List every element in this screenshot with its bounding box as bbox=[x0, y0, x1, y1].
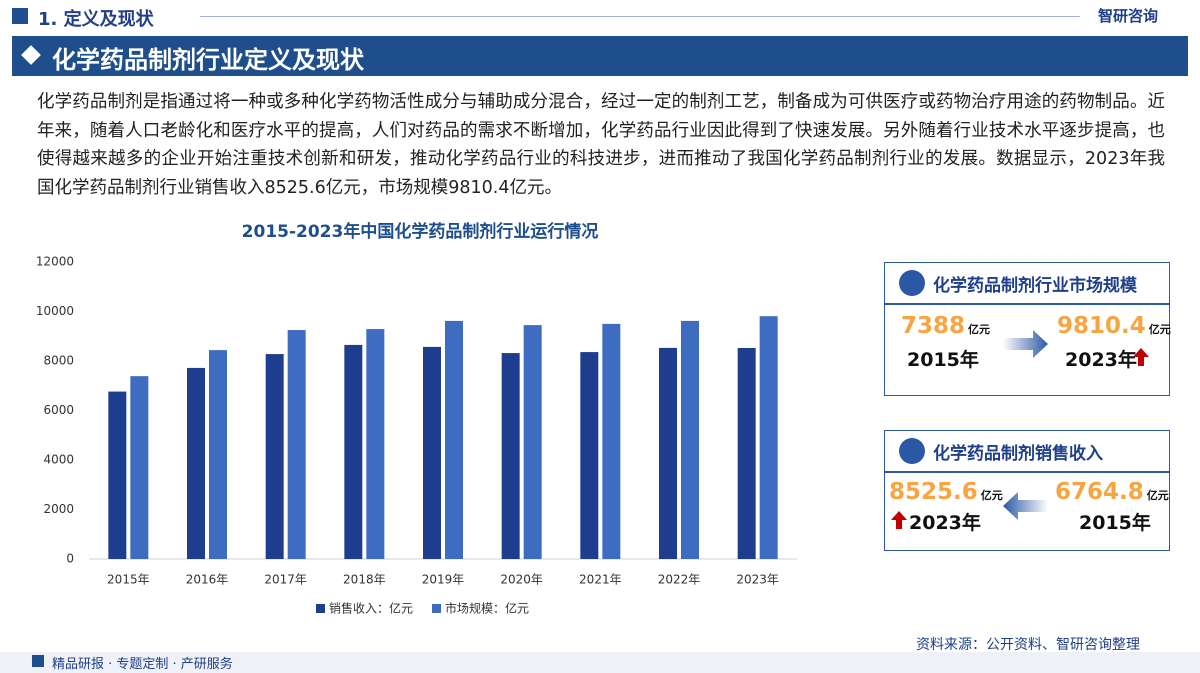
legend-label: 市场规模：亿元 bbox=[445, 601, 529, 616]
logo: 智研咨询 bbox=[1098, 7, 1159, 25]
legend-swatch bbox=[432, 604, 442, 613]
bar bbox=[265, 354, 284, 559]
source: 资料来源：公开资料、智研咨询整理 bbox=[916, 637, 1140, 653]
legend-swatch bbox=[316, 604, 325, 613]
y-tick-label: 4000 bbox=[43, 453, 74, 467]
bar bbox=[187, 367, 205, 559]
value: 8525.6 bbox=[889, 479, 978, 505]
bar bbox=[445, 320, 463, 559]
x-tick-label: 2023年 bbox=[736, 573, 779, 587]
card: 化学药品制剂销售收入 8525.6 亿元 2023年 6764.8 亿元 2015年 bbox=[884, 430, 1170, 551]
bar bbox=[501, 353, 520, 559]
bar bbox=[287, 330, 306, 559]
bar bbox=[423, 346, 441, 559]
unit: 亿元 bbox=[968, 323, 991, 336]
y-tick-label: 10000 bbox=[36, 304, 74, 318]
value: 6764.8 bbox=[1055, 479, 1144, 505]
legend-label: 销售收入：亿元 bbox=[329, 601, 413, 616]
header-rule bbox=[200, 16, 1080, 17]
bar bbox=[344, 344, 363, 559]
card-year: 2015年 bbox=[1079, 512, 1151, 534]
x-tick-label: 2015年 bbox=[107, 573, 150, 587]
chart-title: 2015-2023年中国化学药品制剂行业运行情况 bbox=[242, 221, 599, 242]
y-tick-label: 12000 bbox=[36, 255, 74, 269]
x-tick-label: 2020年 bbox=[500, 573, 543, 587]
card-icon bbox=[899, 270, 925, 296]
card-year: 2015年 bbox=[907, 349, 979, 371]
bar bbox=[366, 329, 385, 559]
bar bbox=[580, 352, 599, 559]
card-header: 化学药品制剂销售收入 bbox=[885, 431, 1169, 473]
x-tick-label: 2021年 bbox=[579, 573, 622, 587]
bar bbox=[209, 350, 227, 559]
bar bbox=[130, 376, 149, 559]
section-label: 1. 定义及现状 bbox=[38, 9, 154, 30]
card-value: 7388 亿元 bbox=[901, 313, 990, 339]
card-value: 6764.8 亿元 bbox=[1055, 479, 1169, 505]
footer-bar bbox=[0, 652, 1200, 673]
page-title: 化学药品制剂行业定义及现状 bbox=[52, 46, 364, 74]
bar bbox=[108, 391, 127, 559]
footer-icon bbox=[32, 655, 44, 667]
value: 7388 bbox=[901, 313, 966, 339]
bar bbox=[737, 347, 756, 559]
x-tick-label: 2022年 bbox=[658, 573, 701, 587]
unit: 亿元 bbox=[1148, 323, 1171, 336]
card-header: 化学药品制剂行业市场规模 bbox=[885, 263, 1169, 305]
x-tick-label: 2017年 bbox=[264, 573, 307, 587]
x-tick-label: 2016年 bbox=[186, 573, 229, 587]
bar bbox=[602, 323, 621, 559]
x-tick-label: 2019年 bbox=[422, 573, 465, 587]
card-title: 化学药品制剂行业市场规模 bbox=[933, 275, 1137, 296]
up-arrow bbox=[1133, 348, 1149, 366]
y-tick-label: 6000 bbox=[43, 403, 74, 417]
y-tick-label: 0 bbox=[66, 552, 74, 566]
value: 9810.4 bbox=[1057, 313, 1146, 339]
bar bbox=[681, 320, 699, 559]
arrow-left bbox=[1003, 492, 1048, 520]
intro-paragraph: 化学药品制剂是指通过将一种或多种化学药物活性成分与辅助成分混合，经过一定的制剂工… bbox=[37, 92, 1165, 198]
y-tick-label: 8000 bbox=[43, 354, 74, 368]
bar bbox=[523, 325, 542, 559]
card: 化学药品制剂行业市场规模 7388 亿元 2015年 9810.4 亿元 2023年 bbox=[884, 262, 1171, 396]
card-title: 化学药品制剂销售收入 bbox=[933, 443, 1103, 464]
unit: 亿元 bbox=[980, 489, 1003, 502]
x-tick-label: 2018年 bbox=[343, 573, 386, 587]
arrow-right bbox=[1003, 330, 1048, 358]
unit: 亿元 bbox=[1146, 489, 1169, 502]
y-tick-label: 2000 bbox=[43, 502, 74, 516]
chart: 2015-2023年中国化学药品制剂行业运行情况 0 2000 4000 6000 80… bbox=[36, 221, 797, 616]
tagline: 精品研报 · 专题定制 · 产研服务 bbox=[52, 657, 233, 672]
section-icon bbox=[12, 8, 28, 24]
card-value: 9810.4 亿元 bbox=[1057, 313, 1171, 339]
card-year: 2023年 bbox=[909, 512, 981, 534]
up-arrow bbox=[891, 511, 907, 529]
bar bbox=[659, 347, 677, 559]
title-bar bbox=[12, 36, 1188, 76]
bar bbox=[759, 316, 778, 559]
card-value: 8525.6 亿元 bbox=[889, 479, 1003, 505]
card-icon bbox=[899, 438, 925, 464]
card-year: 2023年 bbox=[1065, 349, 1137, 371]
